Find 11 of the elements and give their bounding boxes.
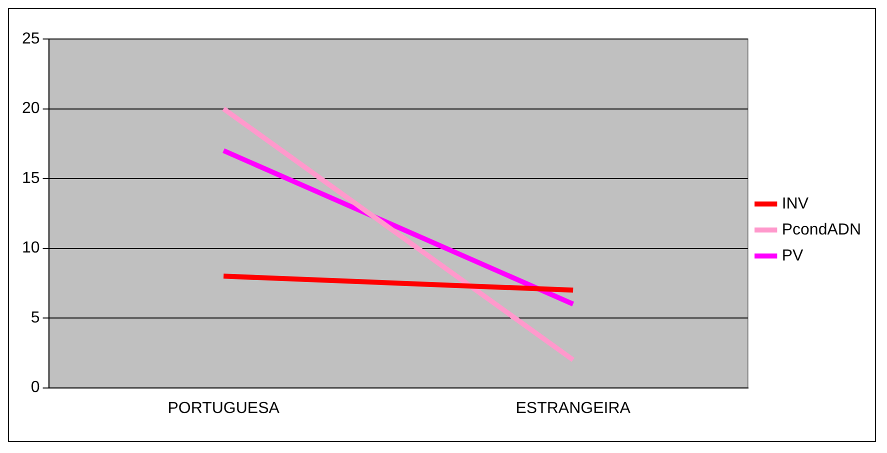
y-tick-label: 25 bbox=[22, 30, 40, 48]
y-tick-label: 10 bbox=[22, 240, 40, 257]
y-tick-label: 15 bbox=[22, 170, 40, 187]
y-tick-label: 20 bbox=[22, 100, 40, 118]
y-tick-label: 5 bbox=[30, 309, 40, 326]
legend-label: INV bbox=[782, 195, 809, 212]
x-tick-label: ESTRANGEIRA bbox=[516, 400, 631, 417]
x-tick-label: PORTUGUESA bbox=[168, 400, 280, 417]
legend-label: PV bbox=[782, 247, 804, 264]
y-tick-label: 0 bbox=[30, 379, 40, 396]
legend-label: PcondADN bbox=[782, 221, 862, 238]
